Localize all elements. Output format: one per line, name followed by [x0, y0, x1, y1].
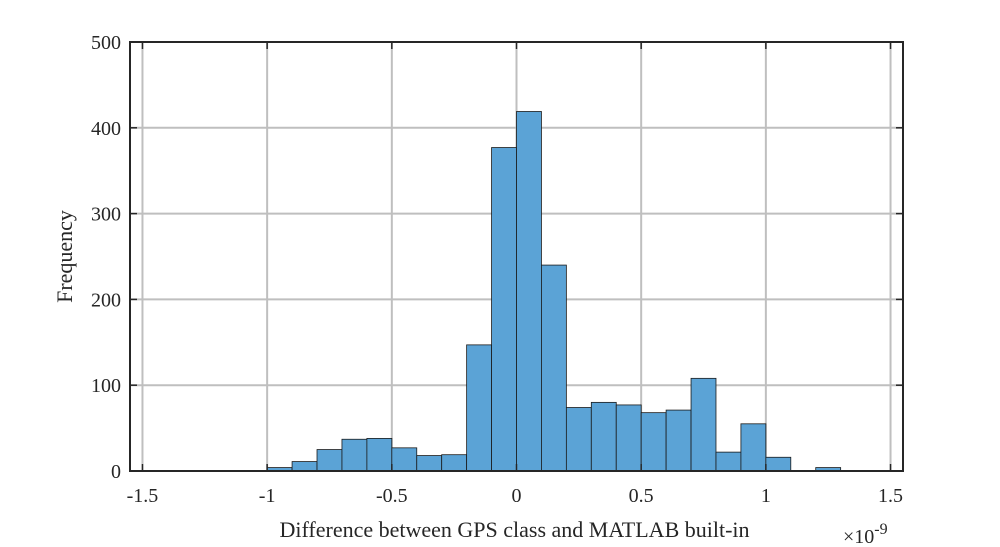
axis-ticks	[130, 41, 903, 472]
histogram-bar	[665, 409, 692, 472]
x-tick-label: -0.5	[376, 485, 408, 507]
histogram-bar	[740, 423, 767, 472]
x-axis-exponent-power: -9	[874, 521, 887, 538]
x-axis-exponent: ×10-9	[843, 521, 888, 547]
histogram-bar	[765, 456, 792, 472]
histogram-bar	[391, 447, 418, 472]
histogram-bar	[291, 461, 318, 472]
histogram-bar	[715, 451, 742, 472]
x-tick-label: 0.5	[629, 485, 654, 507]
histogram-bar	[541, 264, 567, 472]
histogram-bar	[441, 454, 468, 472]
x-axis-exponent-base: ×10	[843, 526, 874, 547]
y-tick-labels: 0 100 200 300 400 500	[91, 32, 121, 483]
histogram-bar	[466, 344, 492, 472]
x-tick-labels: -1.5 -1 -0.5 0 0.5 1 1.5	[127, 485, 903, 507]
histogram-bar	[590, 401, 617, 472]
x-tick-label: -1.5	[127, 485, 159, 507]
histogram-bar	[416, 455, 443, 472]
x-tick-label: -1	[259, 485, 276, 507]
histogram-bar	[516, 111, 542, 472]
histogram-bar	[366, 437, 393, 472]
x-tick-label: 1	[761, 485, 771, 507]
histogram-bars	[266, 111, 842, 472]
histogram-bar	[640, 412, 667, 472]
histogram-bar	[690, 377, 717, 472]
x-tick-label: 1.5	[878, 485, 903, 507]
histogram-bar	[491, 147, 517, 472]
histogram-bar	[316, 449, 343, 472]
y-tick-label: 400	[91, 118, 121, 140]
y-tick-label: 0	[111, 461, 121, 483]
y-tick-label: 500	[91, 32, 121, 54]
histogram-bar	[565, 407, 592, 472]
y-axis-label: Frequency	[52, 210, 77, 303]
x-axis-label: Difference between GPS class and MATLAB …	[279, 517, 749, 542]
histogram-bar	[341, 438, 368, 472]
y-tick-label: 200	[91, 289, 121, 311]
y-tick-label: 100	[91, 375, 121, 397]
histogram-bar	[615, 404, 642, 472]
x-tick-label: 0	[512, 485, 522, 507]
y-tick-label: 300	[91, 204, 121, 226]
